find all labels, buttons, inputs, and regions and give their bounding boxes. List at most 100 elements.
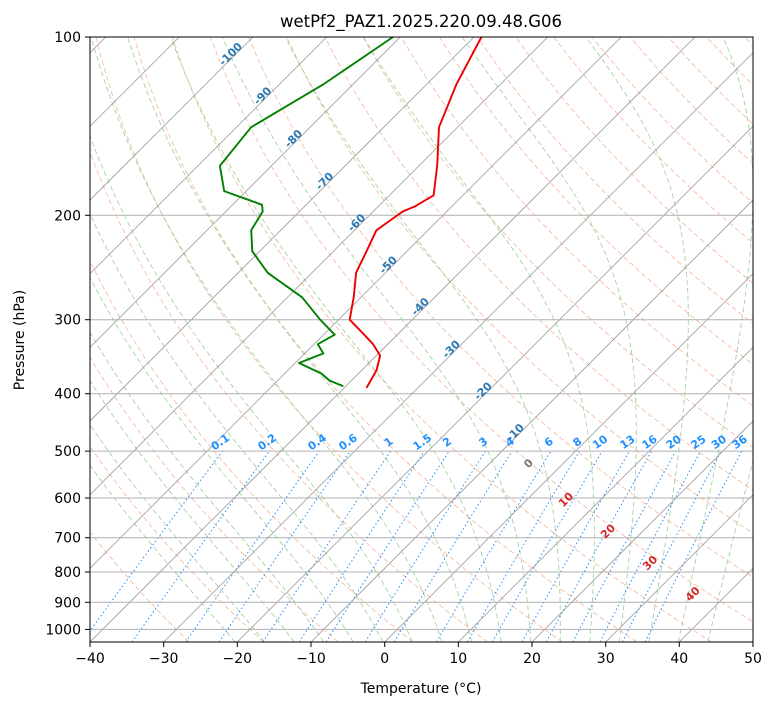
x-tick-label: −20: [223, 651, 253, 667]
mixing-ratio-line: [185, 450, 320, 642]
dry-adiabat-line: [515, 37, 753, 284]
mixing-ratio-line: [131, 450, 270, 642]
moist-adiabat-line: [284, 37, 561, 642]
mixing-ratio-line: [644, 450, 743, 642]
isotherm-line: [90, 37, 254, 201]
x-tick-label: −40: [75, 651, 105, 667]
moist-adiabat-line: [90, 331, 325, 642]
dry-adiabat-line: [286, 37, 753, 534]
x-tick-label: −10: [296, 651, 326, 667]
y-tick-label: 400: [54, 387, 81, 403]
y-tick-label: 200: [54, 208, 81, 224]
moist-adiabat-line: [221, 37, 532, 642]
isotherm-line: [90, 37, 548, 496]
moist-adiabat-line: [170, 37, 502, 642]
dry-adiabat-line: [95, 37, 563, 642]
dry-adiabat-label: -90: [251, 84, 274, 107]
x-axis-ticks: −40 −30 −20 −10 0 10 20 30 40 50: [75, 642, 762, 667]
dry-adiabat-line: [90, 259, 414, 642]
series-line-1: [348, 37, 483, 389]
dry-adiabat-lines: [90, 37, 753, 642]
dry-adiabat-line: [553, 37, 753, 244]
mixing-ratio-line: [545, 450, 653, 642]
dry-adiabat-line: [705, 37, 753, 86]
dry-adiabat-label: -70: [313, 170, 336, 193]
y-tick-label: 1000: [45, 622, 81, 638]
isotherm-line: [90, 37, 622, 569]
moist-adiabat-label: 20: [598, 521, 618, 541]
mixing-ratio-line: [218, 450, 351, 642]
isotherm-line: [90, 37, 401, 348]
moist-adiabat-line: [90, 276, 354, 642]
mixing-ratio-line: [262, 450, 392, 642]
isotherm-line: [90, 37, 696, 642]
dry-adiabat-line: [591, 37, 753, 204]
isotherm-lines: [90, 37, 753, 642]
mixing-ratio-line: [572, 450, 677, 642]
x-tick-label: 40: [670, 651, 688, 667]
dry-adiabat-line: [667, 37, 753, 125]
mixing-ratio-line: [521, 450, 630, 642]
mixing-ratio-label: 6: [542, 435, 556, 450]
dry-adiabat-line: [171, 37, 712, 642]
mixing-ratio-label: 1.5: [411, 431, 434, 453]
isotherm-line: [310, 199, 753, 642]
isotherm-line: [163, 52, 753, 642]
mixing-ratio-lines: [90, 450, 743, 642]
moist-adiabat-line: [90, 134, 413, 642]
y-tick-label: 100: [54, 30, 81, 46]
moist-adiabat-label: 40: [683, 584, 703, 604]
mixing-ratio-line: [90, 450, 223, 632]
dry-adiabat-line: [133, 37, 638, 642]
dry-adiabat-line: [90, 150, 488, 642]
moist-adiabat-lines: [90, 37, 753, 642]
moist-adiabat-label: 10: [556, 490, 576, 510]
isotherm-line: [752, 641, 753, 642]
dry-adiabat-label: -80: [282, 127, 305, 150]
dry-adiabat-label: -30: [440, 338, 463, 361]
isotherm-line: [90, 37, 475, 422]
x-tick-label: 20: [523, 651, 541, 667]
y-tick-label: 500: [54, 444, 81, 460]
plot-frame: [89, 36, 754, 643]
x-tick-label: 50: [744, 651, 762, 667]
isotherm-line: [384, 273, 753, 642]
y-tick-label: 700: [54, 531, 81, 547]
moist-adiabat-line: [127, 37, 473, 642]
dry-adiabat-label: -40: [409, 295, 432, 318]
series-lines: [218, 37, 483, 389]
dry-adiabat-line: [362, 37, 753, 449]
mixing-ratio-label: 30: [709, 432, 729, 452]
dry-adiabat-line: [629, 37, 753, 165]
pressure-gridlines: [90, 37, 753, 630]
mixing-ratio-label: 25: [688, 433, 708, 452]
moist-adiabat-label: 30: [640, 553, 660, 573]
mixing-ratio-label: 10: [590, 432, 610, 452]
mixing-ratio-label: 0.4: [306, 431, 330, 453]
mixing-ratio-label: 3: [477, 435, 491, 450]
dry-adiabat-line: [209, 37, 753, 623]
x-tick-label: 30: [597, 651, 615, 667]
dry-adiabat-line: [248, 37, 753, 578]
mixing-ratio-label: 0.2: [256, 431, 279, 453]
mixing-ratio-line: [393, 450, 513, 642]
mixing-ratio-line: [325, 450, 450, 642]
x-axis-label: Temperature (°C): [360, 681, 482, 697]
y-tick-label: 300: [54, 313, 81, 329]
moist-adiabat-line: [90, 212, 384, 642]
mixing-ratio-label: 36: [730, 432, 750, 452]
mixing-ratio-label: 1: [382, 435, 396, 450]
dry-adiabat-line: [90, 531, 190, 642]
moist-adiabat-line: [363, 37, 595, 642]
mixing-ratio-line: [435, 450, 552, 642]
mixing-ratio-line: [621, 450, 722, 642]
isotherm-line: [90, 37, 327, 275]
isotherm-line: [605, 494, 753, 642]
dry-adiabat-label: -20: [472, 379, 495, 402]
chart-title: wetPf2_PAZ1.2025.220.09.48.G06: [280, 12, 562, 32]
y-axis-label: Pressure (hPa): [12, 290, 28, 390]
mixing-ratio-line: [599, 450, 701, 642]
series-line-2: [218, 37, 394, 387]
plot-area: 0.1 0.2 0.4 0.6 1 1.5 2 3 4 6 8 10 13 16 20 25 30 36-100-…: [90, 37, 753, 642]
